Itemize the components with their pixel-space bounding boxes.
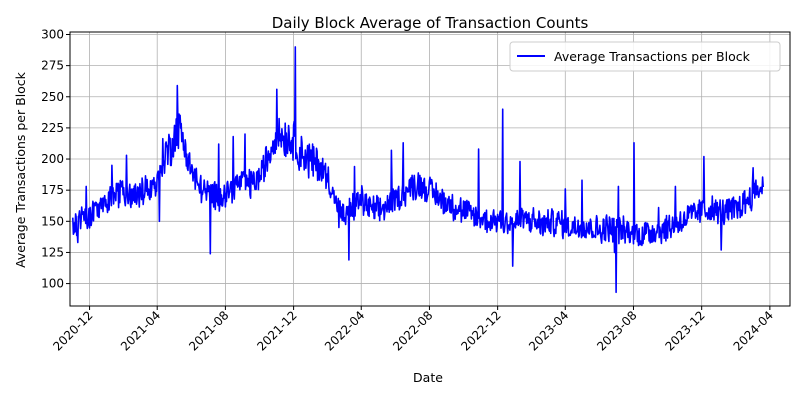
y-tick-label: 100 bbox=[41, 277, 64, 291]
y-tick-label: 250 bbox=[41, 90, 64, 104]
y-tick-label: 175 bbox=[41, 183, 64, 197]
legend-label: Average Transactions per Block bbox=[554, 49, 751, 64]
series-line-group bbox=[72, 46, 764, 294]
y-tick-label: 275 bbox=[41, 59, 64, 73]
y-tick-label: 225 bbox=[41, 121, 64, 135]
y-tick-label: 300 bbox=[41, 27, 64, 41]
legend-box bbox=[509, 41, 781, 72]
plot-frame bbox=[69, 31, 791, 307]
y-tick-label: 200 bbox=[41, 152, 64, 166]
y-tick-label: 125 bbox=[41, 245, 64, 259]
series-line-average-transactions bbox=[72, 46, 764, 294]
y-axis-label: Average Transactions per Block bbox=[13, 71, 28, 268]
y-tick-label: 150 bbox=[41, 214, 64, 228]
legend: Average Transactions per Block bbox=[509, 41, 781, 72]
grid bbox=[70, 32, 790, 306]
x-axis-label: Date bbox=[413, 370, 443, 385]
chart-title: Daily Block Average of Transaction Count… bbox=[272, 14, 589, 32]
